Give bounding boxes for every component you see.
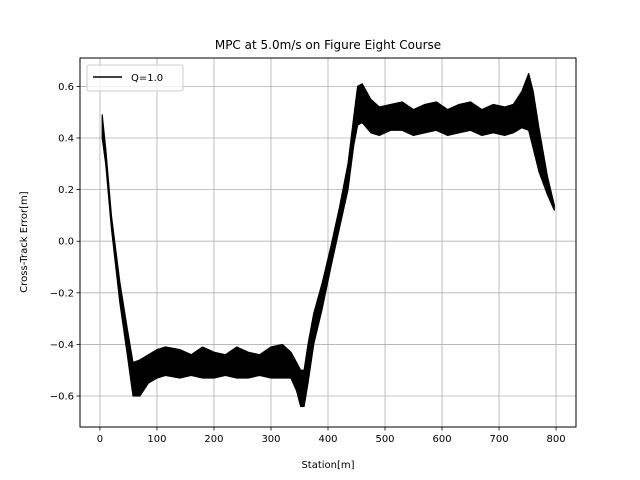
y-tick-label: −0.4 [50,340,74,351]
y-tick-label: 0.4 [58,133,74,144]
legend: Q=1.0 [86,64,184,92]
x-tick-label: 700 [489,434,508,445]
y-axis-label: Cross-Track Error[m] [19,191,30,292]
legend-box [86,64,184,92]
x-axis: 0 100 200 300 400 500 600 700 800 [97,427,566,445]
series-band [101,72,555,407]
x-axis-label: Station[m] [301,460,354,471]
x-tick-label: 400 [318,434,337,445]
y-axis: −0.6 −0.4 −0.2 0.0 0.2 0.4 0.6 [50,82,80,403]
x-tick-label: 200 [204,434,223,445]
x-tick-label: 300 [261,434,280,445]
series-layer [101,72,555,407]
x-tick-label: 600 [432,434,451,445]
y-tick-label: 0.6 [58,82,74,93]
y-tick-label: −0.2 [50,288,74,299]
x-tick-label: 0 [97,434,103,445]
y-tick-label: −0.6 [50,392,74,403]
chart-title: MPC at 5.0m/s on Figure Eight Course [215,38,441,52]
x-tick-label: 100 [147,434,166,445]
legend-entry-label: Q=1.0 [131,73,163,84]
x-tick-label: 500 [375,434,394,445]
y-tick-label: 0.2 [58,185,74,196]
x-tick-label: 800 [546,434,565,445]
y-tick-label: 0.0 [58,237,74,248]
